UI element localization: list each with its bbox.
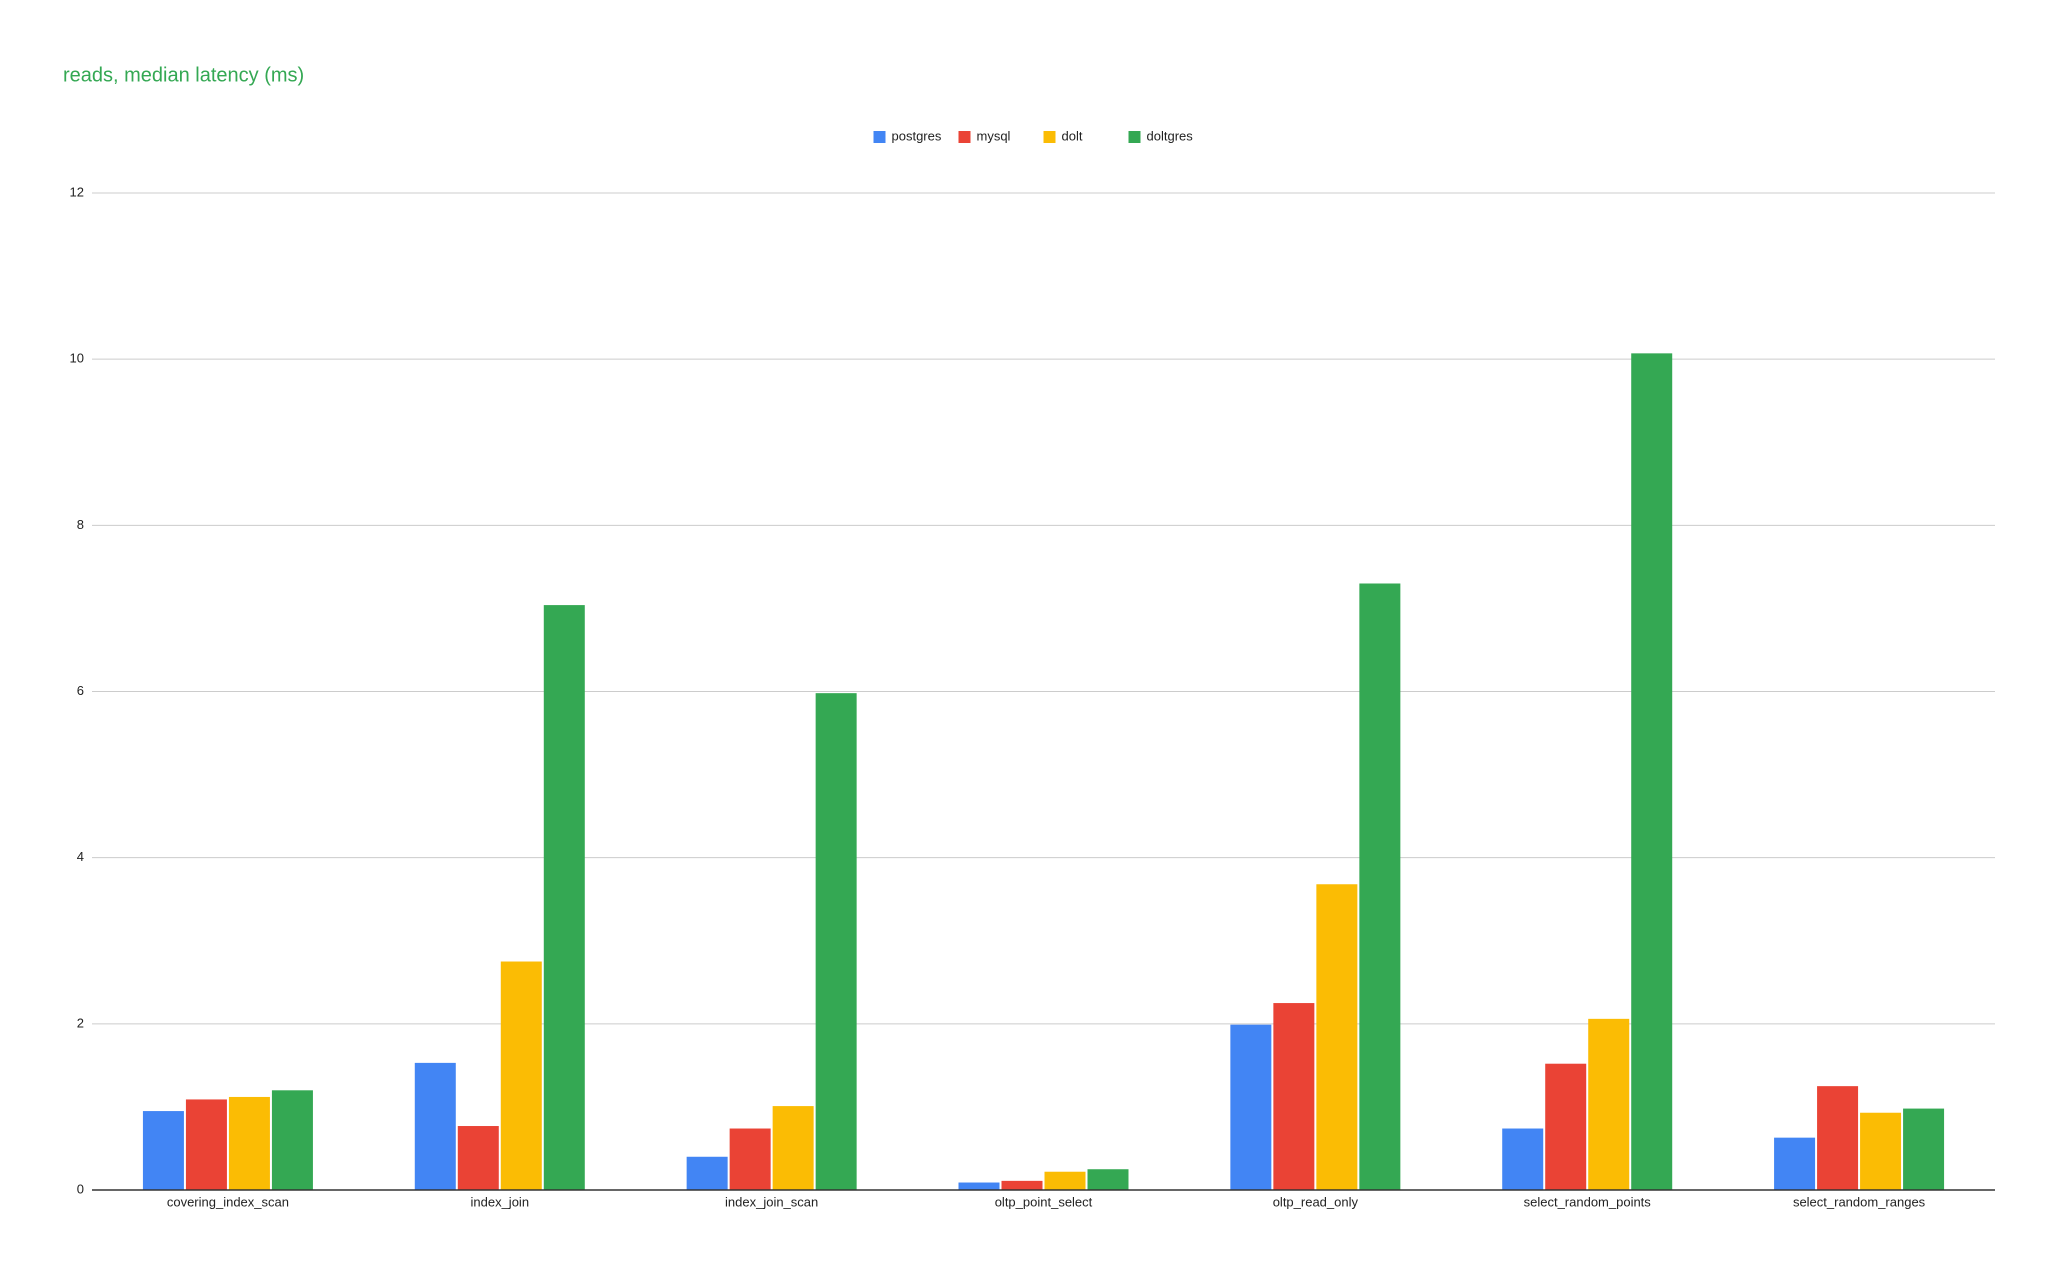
x-tick-label: select_random_points	[1524, 1194, 1652, 1209]
bar	[1044, 1171, 1086, 1190]
bar	[815, 693, 857, 1190]
bar	[1273, 1003, 1315, 1190]
bar	[1860, 1112, 1902, 1190]
bar	[958, 1182, 1000, 1190]
chart-title: reads, median latency (ms)	[63, 64, 304, 86]
legend-swatch	[873, 131, 886, 143]
y-tick-label: 10	[70, 351, 84, 366]
legend-swatch	[958, 131, 971, 143]
bar	[1631, 353, 1673, 1190]
legend-label: doltgres	[1147, 128, 1194, 143]
legend-label: postgres	[892, 128, 942, 143]
bar	[1588, 1018, 1630, 1190]
bar	[729, 1128, 771, 1190]
y-tick-label: 4	[77, 849, 84, 864]
bar	[1903, 1108, 1945, 1190]
bar	[500, 961, 542, 1190]
bar	[414, 1062, 456, 1190]
bar	[228, 1096, 270, 1190]
bar	[772, 1106, 814, 1190]
y-tick-label: 0	[77, 1181, 84, 1196]
bar	[457, 1126, 499, 1190]
bar	[543, 605, 585, 1190]
x-tick-label: select_random_ranges	[1793, 1194, 1926, 1209]
y-tick-label: 12	[70, 184, 84, 199]
bar	[1001, 1180, 1043, 1190]
bar	[142, 1111, 184, 1190]
bar	[1230, 1024, 1272, 1190]
bar	[1502, 1128, 1544, 1190]
y-tick-label: 6	[77, 683, 84, 698]
x-tick-label: oltp_read_only	[1273, 1194, 1359, 1209]
y-tick-label: 2	[77, 1015, 84, 1030]
x-tick-label: oltp_point_select	[995, 1194, 1093, 1209]
y-tick-label: 8	[77, 517, 84, 532]
bar	[1545, 1063, 1587, 1190]
x-tick-label: index_join_scan	[725, 1194, 818, 1209]
legend-label: dolt	[1062, 128, 1083, 143]
bar	[271, 1090, 313, 1190]
legend-label: mysql	[977, 128, 1011, 143]
bar	[1316, 884, 1358, 1190]
bar	[1817, 1086, 1859, 1190]
bar	[1774, 1137, 1816, 1190]
legend-swatch	[1128, 131, 1141, 143]
x-tick-label: index_join	[471, 1194, 530, 1209]
bar	[1359, 583, 1401, 1190]
x-tick-label: covering_index_scan	[167, 1194, 289, 1209]
bar	[185, 1099, 227, 1190]
bar	[686, 1156, 728, 1190]
legend-swatch	[1043, 131, 1056, 143]
bar	[1087, 1169, 1129, 1190]
